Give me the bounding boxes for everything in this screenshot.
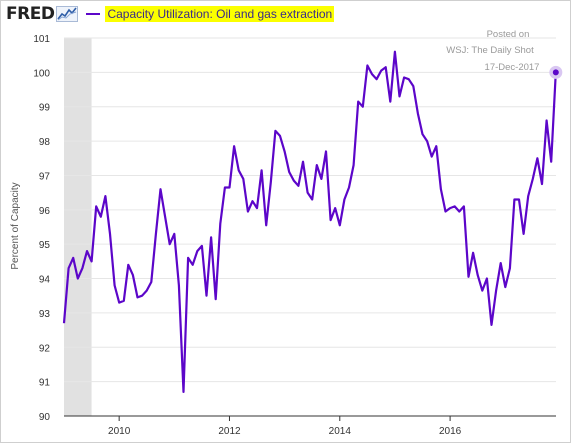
series-line[interactable] [62,50,557,393]
line-chart-icon [56,6,79,22]
last-point-marker[interactable] [552,69,559,76]
y-axis-label: Percent of Capacity [10,182,21,269]
x-tick-label: 2012 [218,426,241,437]
y-tick-label: 93 [39,309,51,320]
y-tick-label: 96 [39,206,51,217]
y-tick-label: 99 [39,103,51,114]
y-tick-label: 98 [39,137,51,148]
annotation-line-1: Posted on [487,29,530,40]
chart-header: FRED Capacity Utilization: Oil and gas e… [6,4,335,24]
legend-swatch [86,13,101,15]
y-tick-label: 95 [39,240,51,251]
legend-series-label[interactable]: Capacity Utilization: Oil and gas extrac… [105,6,335,22]
y-tick-label: 100 [33,68,50,79]
annotation-line-3: 17-Dec-2017 [485,62,540,73]
x-tick-label: 2016 [439,426,462,437]
y-tick-label: 90 [39,412,51,423]
x-tick-label: 2014 [329,426,352,437]
y-tick-label: 91 [39,378,51,389]
posted-on-annotation: Posted on WSJ: The Daily Shot 17-Dec-201… [446,29,539,73]
y-tick-label: 97 [39,171,51,182]
recession-band [64,38,92,416]
x-tick-label: 2010 [108,426,131,437]
fred-logo[interactable]: FRED [6,4,55,24]
y-tick-label: 101 [33,34,50,45]
y-tick-label: 92 [39,343,51,354]
annotation-line-2: WSJ: The Daily Shot [446,45,534,56]
y-tick-label: 94 [39,275,51,286]
